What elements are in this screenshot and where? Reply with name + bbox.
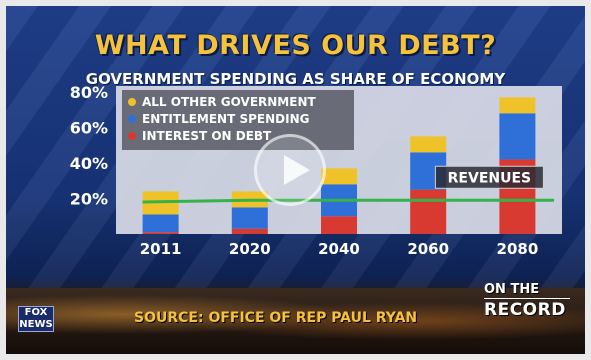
legend: ALL OTHER GOVERNMENT ENTITLEMENT SPENDING… (122, 90, 354, 150)
y-tick-label: 80% (70, 83, 108, 102)
revenues-line-group (142, 198, 554, 204)
x-axis-ticks: 2011 2020 2040 2060 2080 (140, 240, 539, 258)
bar-interest-2040 (321, 216, 357, 234)
bar-entitlement-2020 (231, 207, 268, 229)
bar-entitlement-2011 (142, 214, 179, 233)
x-tick-label: 2040 (318, 240, 360, 258)
chart-title: WHAT DRIVES OUR DEBT? (94, 30, 497, 61)
revenues-label: REVENUES (448, 170, 531, 186)
city-skyline-background (6, 288, 585, 354)
bar-all-other-2060 (410, 136, 447, 153)
x-tick-label: 2011 (140, 240, 182, 258)
x-tick-label: 2020 (229, 240, 271, 258)
y-tick-label: 20% (70, 190, 108, 209)
show-logo-line1: ON THE (484, 282, 540, 297)
x-tick-label: 2080 (497, 240, 539, 258)
broadcast-frame: WHAT DRIVES OUR DEBT? GOVERNMENT SPENDIN… (6, 6, 585, 354)
chart-subtitle: GOVERNMENT SPENDING AS SHARE OF ECONOMY (85, 70, 506, 88)
logo-text: FOX NEWS (19, 307, 53, 330)
legend-swatch-entitlement (128, 115, 136, 123)
revenues-line (142, 198, 554, 204)
y-tick-label: 60% (70, 119, 108, 138)
bars (142, 97, 536, 234)
bar-all-other-2040 (321, 168, 357, 185)
legend-label-entitlement: ENTITLEMENT SPENDING (142, 112, 309, 126)
x-tick-label: 2060 (407, 240, 449, 258)
bar-interest-2060 (410, 189, 447, 234)
legend-label-interest: INTEREST ON DEBT (142, 129, 272, 143)
bar-all-other-2080 (499, 97, 536, 114)
legend-swatch-interest (128, 132, 136, 140)
show-logo-line2: RECORD (484, 300, 566, 320)
show-logo-rule (484, 298, 570, 299)
y-tick-label: 40% (70, 154, 108, 173)
legend-swatch-all-other (128, 98, 136, 106)
source-caption: SOURCE: OFFICE OF REP PAUL RYAN (134, 310, 418, 326)
legend-label-all-other: ALL OTHER GOVERNMENT (142, 95, 316, 109)
revenues-annotation: REVENUES (434, 165, 544, 189)
bar-interest-2020 (231, 228, 268, 234)
video-play-button[interactable] (254, 134, 326, 206)
stacked-bar-chart: 20% 40% 60% 80% 2011 2020 2040 2060 2080 ALL OT… (70, 83, 562, 258)
bar-interest-2011 (142, 232, 179, 234)
legend-background (122, 90, 354, 150)
revenues-label-box (434, 165, 544, 189)
show-logo: ON THE RECORD (484, 282, 570, 320)
y-axis-ticks: 20% 40% 60% 80% (70, 83, 108, 209)
fox-news-logo: FOX NEWS (18, 306, 54, 332)
bar-entitlement-2080 (499, 113, 536, 160)
